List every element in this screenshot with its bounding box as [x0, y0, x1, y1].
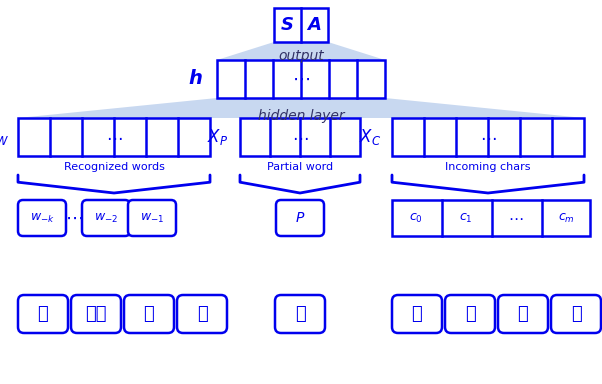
Text: $c_0$: $c_0$ — [409, 212, 423, 225]
Text: 我: 我 — [37, 305, 48, 323]
FancyBboxPatch shape — [275, 295, 325, 333]
Text: $\cdots$: $\cdots$ — [480, 128, 496, 146]
Text: $\mathit{X}_P$: $\mathit{X}_P$ — [208, 127, 229, 147]
FancyBboxPatch shape — [445, 295, 495, 333]
Text: $c_m$: $c_m$ — [557, 212, 574, 225]
FancyBboxPatch shape — [276, 200, 324, 236]
Text: S: S — [281, 16, 294, 34]
Text: 车: 车 — [412, 305, 423, 323]
Text: $\cdots$: $\cdots$ — [508, 210, 524, 225]
Text: 过: 过 — [197, 305, 207, 323]
Bar — [240, 118, 360, 156]
Text: $\cdots$: $\cdots$ — [65, 209, 83, 227]
Text: 去: 去 — [144, 305, 154, 323]
Text: $w_{-2}$: $w_{-2}$ — [94, 212, 118, 225]
Polygon shape — [217, 42, 385, 60]
FancyBboxPatch shape — [177, 295, 227, 333]
Text: Partial word: Partial word — [267, 162, 333, 172]
Polygon shape — [18, 98, 584, 118]
Text: $\cdots$: $\cdots$ — [292, 128, 308, 146]
FancyBboxPatch shape — [124, 295, 174, 333]
Bar — [392, 200, 590, 236]
FancyBboxPatch shape — [128, 200, 176, 236]
Text: output: output — [278, 49, 324, 63]
Bar — [217, 60, 385, 98]
Text: hidden layer: hidden layer — [258, 109, 344, 123]
Text: 之前: 之前 — [85, 305, 107, 323]
Text: Recognized words: Recognized words — [64, 162, 164, 172]
FancyBboxPatch shape — [18, 200, 66, 236]
FancyBboxPatch shape — [498, 295, 548, 333]
FancyBboxPatch shape — [18, 295, 68, 333]
FancyBboxPatch shape — [71, 295, 121, 333]
Text: $\cdots$: $\cdots$ — [292, 70, 310, 88]
Text: 边: 边 — [571, 305, 582, 323]
Text: A: A — [308, 16, 321, 34]
Text: $\boldsymbol{h}$: $\boldsymbol{h}$ — [188, 70, 202, 88]
Text: $w_{-k}$: $w_{-k}$ — [29, 212, 54, 225]
Text: $\mathit{X}_C$: $\mathit{X}_C$ — [359, 127, 381, 147]
Bar — [274, 8, 328, 42]
Text: 站: 站 — [465, 305, 476, 323]
Text: $c_1$: $c_1$ — [459, 212, 473, 225]
Text: $P$: $P$ — [295, 211, 305, 225]
Text: 那: 那 — [518, 305, 529, 323]
FancyBboxPatch shape — [82, 200, 130, 236]
Bar — [18, 118, 210, 156]
Text: $\cdots$: $\cdots$ — [106, 128, 122, 146]
Bar — [392, 118, 584, 156]
Text: Incoming chars: Incoming chars — [445, 162, 531, 172]
Text: 火: 火 — [294, 305, 305, 323]
Text: $w_{-1}$: $w_{-1}$ — [140, 212, 164, 225]
Text: $\mathit{X}_W$: $\mathit{X}_W$ — [0, 127, 9, 147]
FancyBboxPatch shape — [392, 295, 442, 333]
FancyBboxPatch shape — [551, 295, 601, 333]
